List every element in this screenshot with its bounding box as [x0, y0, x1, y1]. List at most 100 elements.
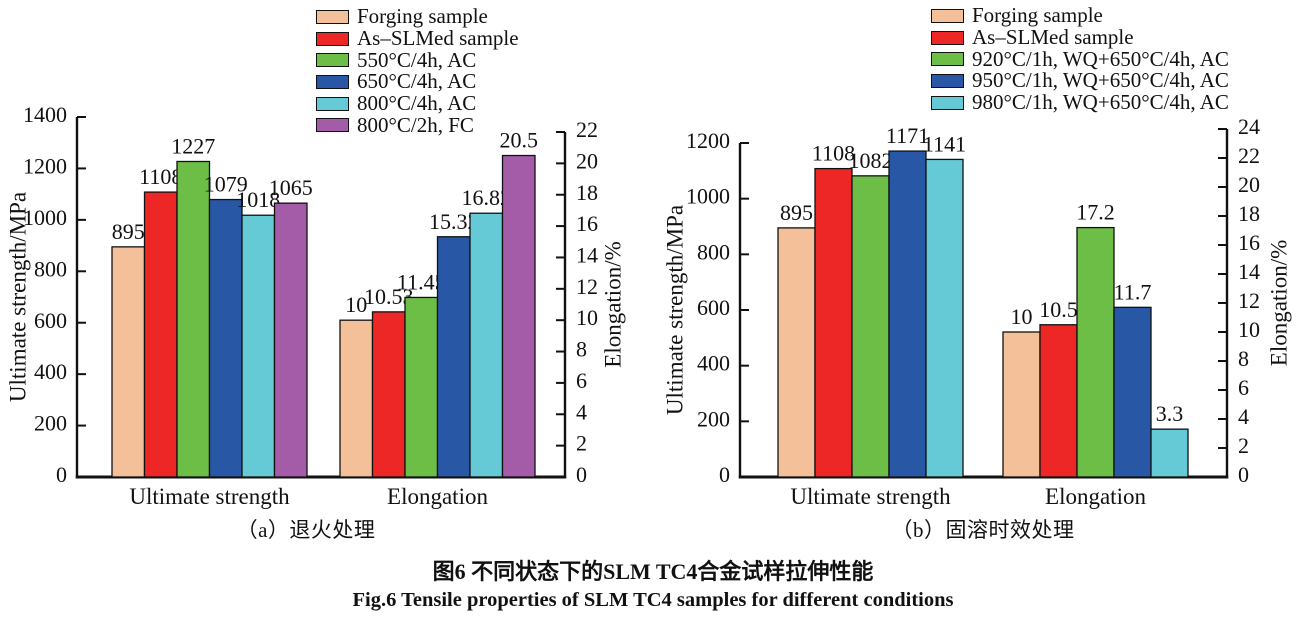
bar-value-label: 10: [345, 292, 367, 317]
legend-item: 800°C/2h, FC: [316, 114, 519, 136]
right-axis-tick-label: 4: [1238, 404, 1249, 429]
bar-b-g0-s2: [851, 175, 890, 478]
legend-item: 920°C/1h, WQ+650°C/4h, AC: [931, 48, 1229, 70]
bar-a-g1-s5: [501, 154, 536, 478]
left-axis-tick-label: 400: [34, 359, 67, 384]
right-axis-title: Elongation/%: [600, 241, 625, 367]
bar-b-g1-s0: [1002, 331, 1041, 478]
right-axis-tick-label: 4: [576, 399, 587, 424]
right-axis-tick-label: 8: [576, 337, 587, 362]
bar-b-g1-s2: [1076, 226, 1115, 478]
left-axis-tick-label: 200: [34, 411, 67, 436]
right-axis-tick-label: 24: [1238, 114, 1260, 139]
left-axis-tick-label: 0: [56, 462, 67, 487]
right-axis-tick-label: 16: [1238, 230, 1260, 255]
right-axis-tick-label: 18: [576, 180, 598, 205]
left-axis-tick-label: 800: [34, 256, 67, 281]
bar-value-label: 1018: [236, 187, 280, 212]
legend-item: Forging sample: [931, 5, 1229, 27]
legend-b: Forging sample As–SLMed sample 920°C/1h, W…: [931, 5, 1229, 113]
category-label-1: Elongation: [387, 484, 488, 509]
legend-swatch: [931, 52, 964, 67]
left-axis-tick-label: 800: [697, 239, 730, 264]
bar-a-g0-s3: [208, 198, 243, 478]
right-axis-tick-label: 16: [576, 211, 598, 236]
bar-b-g0-s1: [814, 167, 853, 478]
legend-item: 980°C/1h, WQ+650°C/4h, AC: [931, 92, 1229, 114]
bar-b-g0-s0: [777, 227, 816, 478]
legend-item-label: 650°C/4h, AC: [357, 69, 477, 94]
legend-swatch: [931, 8, 964, 23]
figure-caption-en: Fig.6 Tensile properties of SLM TC4 samp…: [352, 589, 954, 611]
right-axis-tick-label: 10: [1238, 317, 1260, 342]
legend-item: 950°C/1h, WQ+650°C/4h, AC: [931, 70, 1229, 92]
left-axis-title: Ultimate strength/MPa: [662, 205, 687, 415]
panel-a-caption: （a）退火处理: [236, 518, 376, 542]
bar-value-label: 1065: [269, 175, 313, 200]
legend-item-label: Forging sample: [357, 4, 488, 29]
right-axis-tick-label: 22: [576, 117, 598, 142]
legend-item: 550°C/4h, AC: [316, 49, 519, 71]
legend-swatch: [316, 74, 349, 89]
bar-value-label: 10: [1011, 304, 1033, 329]
category-label-1: Elongation: [1045, 484, 1146, 509]
right-axis-tick-label: 2: [576, 431, 587, 456]
right-axis-tick-label: 2: [1238, 433, 1249, 458]
right-axis-tick-label: 8: [1238, 346, 1249, 371]
legend-item-label: 920°C/1h, WQ+650°C/4h, AC: [972, 46, 1229, 71]
bar-a-g1-s0: [339, 319, 374, 478]
chart-a: 0 200 400 600 800 1000 1200 1400 0 2 4 6 8 10 12 14 16 18…: [5, 102, 625, 509]
bar-b-g1-s4: [1150, 428, 1189, 478]
right-axis-title: Elongation/%: [1266, 240, 1291, 366]
bar-b-g1-s3: [1113, 306, 1152, 478]
bar-value-label: 1108: [812, 141, 855, 166]
bar-a-g1-s1: [371, 311, 406, 478]
bar-value-label: 1082: [849, 148, 893, 173]
bar-value-label: 895: [780, 200, 813, 225]
legend-swatch: [316, 53, 349, 68]
legend-swatch: [931, 95, 964, 110]
right-axis-tick-label: 0: [1238, 462, 1249, 487]
bar-value-label: 1141: [923, 131, 966, 156]
legend-item-label: 550°C/4h, AC: [357, 47, 477, 72]
left-axis-tick-label: 0: [719, 462, 730, 487]
bar-a-g1-s4: [469, 212, 504, 478]
right-axis-tick-label: 10: [576, 305, 598, 330]
legend-item: Forging sample: [316, 6, 519, 28]
left-axis-tick-label: 1000: [23, 205, 67, 230]
bar-a-g0-s0: [111, 246, 146, 478]
legend-swatch: [316, 118, 349, 133]
right-axis-tick-label: 22: [1238, 143, 1260, 168]
legend-item: 650°C/4h, AC: [316, 71, 519, 93]
left-axis-tick-label: 1200: [686, 128, 730, 153]
legend-item: As–SLMed sample: [931, 27, 1229, 49]
legend-item: 800°C/4h, AC: [316, 93, 519, 115]
bar-value-label: 1227: [171, 133, 215, 158]
right-axis-tick-label: 14: [576, 243, 598, 268]
right-axis-tick-label: 6: [576, 368, 587, 393]
legend-swatch: [316, 9, 349, 24]
legend-swatch: [931, 30, 964, 45]
legend-item-label: Forging sample: [972, 3, 1103, 28]
bar-value-label: 1171: [886, 123, 929, 148]
right-axis-tick-label: 20: [1238, 172, 1260, 197]
chart-b: 0200400600800100012000246810121416182022…: [662, 114, 1291, 509]
bar-a-g0-s1: [143, 191, 178, 478]
legend-a: Forging sample As–SLMed sample 550°C/4h, A…: [316, 6, 519, 136]
left-axis-tick-label: 1000: [686, 184, 730, 209]
legend-swatch: [931, 73, 964, 88]
right-axis-tick-label: 20: [576, 148, 598, 173]
left-axis-tick-label: 200: [697, 406, 730, 431]
bar-b-g0-s3: [888, 150, 927, 478]
bar-value-label: 895: [112, 219, 145, 244]
legend-item-label: 980°C/1h, WQ+650°C/4h, AC: [972, 90, 1229, 115]
left-axis-tick-label: 400: [697, 351, 730, 376]
bar-b-g0-s4: [925, 158, 964, 478]
right-axis-tick-label: 6: [1238, 375, 1249, 400]
legend-swatch: [316, 96, 349, 111]
bar-value-label: 1108: [139, 164, 182, 189]
legend-item-label: As–SLMed sample: [972, 25, 1134, 50]
category-label-0: Ultimate strength: [129, 484, 290, 509]
bar-value-label: 1079: [204, 172, 248, 197]
legend-item-label: 950°C/1h, WQ+650°C/4h, AC: [972, 68, 1229, 93]
